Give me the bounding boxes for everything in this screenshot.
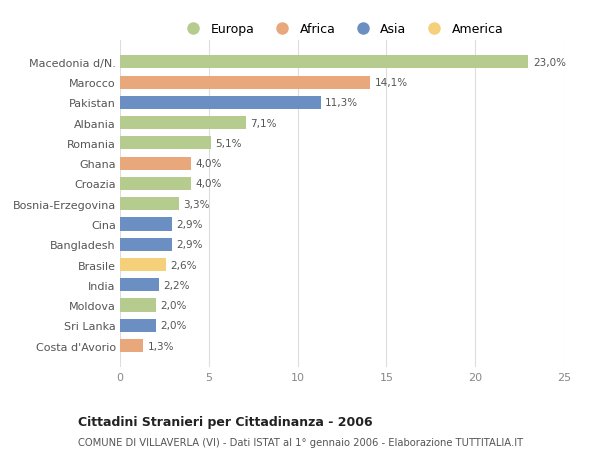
- Text: 1,3%: 1,3%: [148, 341, 174, 351]
- Bar: [120, 157, 191, 170]
- Bar: [120, 258, 166, 271]
- Bar: [120, 178, 191, 190]
- Text: 3,3%: 3,3%: [183, 199, 209, 209]
- Bar: [120, 319, 155, 332]
- Text: 2,2%: 2,2%: [164, 280, 190, 290]
- Bar: [120, 198, 179, 211]
- Bar: [120, 339, 143, 353]
- Text: Cittadini Stranieri per Cittadinanza - 2006: Cittadini Stranieri per Cittadinanza - 2…: [78, 415, 373, 428]
- Bar: [120, 56, 529, 69]
- Text: 5,1%: 5,1%: [215, 139, 242, 149]
- Text: 2,9%: 2,9%: [176, 219, 202, 230]
- Text: 14,1%: 14,1%: [375, 78, 408, 88]
- Text: 4,0%: 4,0%: [196, 159, 222, 169]
- Text: 2,6%: 2,6%: [170, 260, 197, 270]
- Text: 2,0%: 2,0%: [160, 300, 187, 310]
- Bar: [120, 238, 172, 251]
- Bar: [120, 117, 246, 130]
- Text: 4,0%: 4,0%: [196, 179, 222, 189]
- Bar: [120, 76, 370, 90]
- Bar: [120, 279, 159, 292]
- Bar: [120, 218, 172, 231]
- Legend: Europa, Africa, Asia, America: Europa, Africa, Asia, America: [176, 18, 508, 41]
- Text: COMUNE DI VILLAVERLA (VI) - Dati ISTAT al 1° gennaio 2006 - Elaborazione TUTTITA: COMUNE DI VILLAVERLA (VI) - Dati ISTAT a…: [78, 437, 523, 447]
- Text: 23,0%: 23,0%: [533, 58, 566, 67]
- Bar: [120, 137, 211, 150]
- Bar: [120, 96, 320, 110]
- Bar: [120, 299, 155, 312]
- Text: 2,0%: 2,0%: [160, 320, 187, 330]
- Text: 2,9%: 2,9%: [176, 240, 202, 250]
- Text: 7,1%: 7,1%: [251, 118, 277, 129]
- Text: 11,3%: 11,3%: [325, 98, 358, 108]
